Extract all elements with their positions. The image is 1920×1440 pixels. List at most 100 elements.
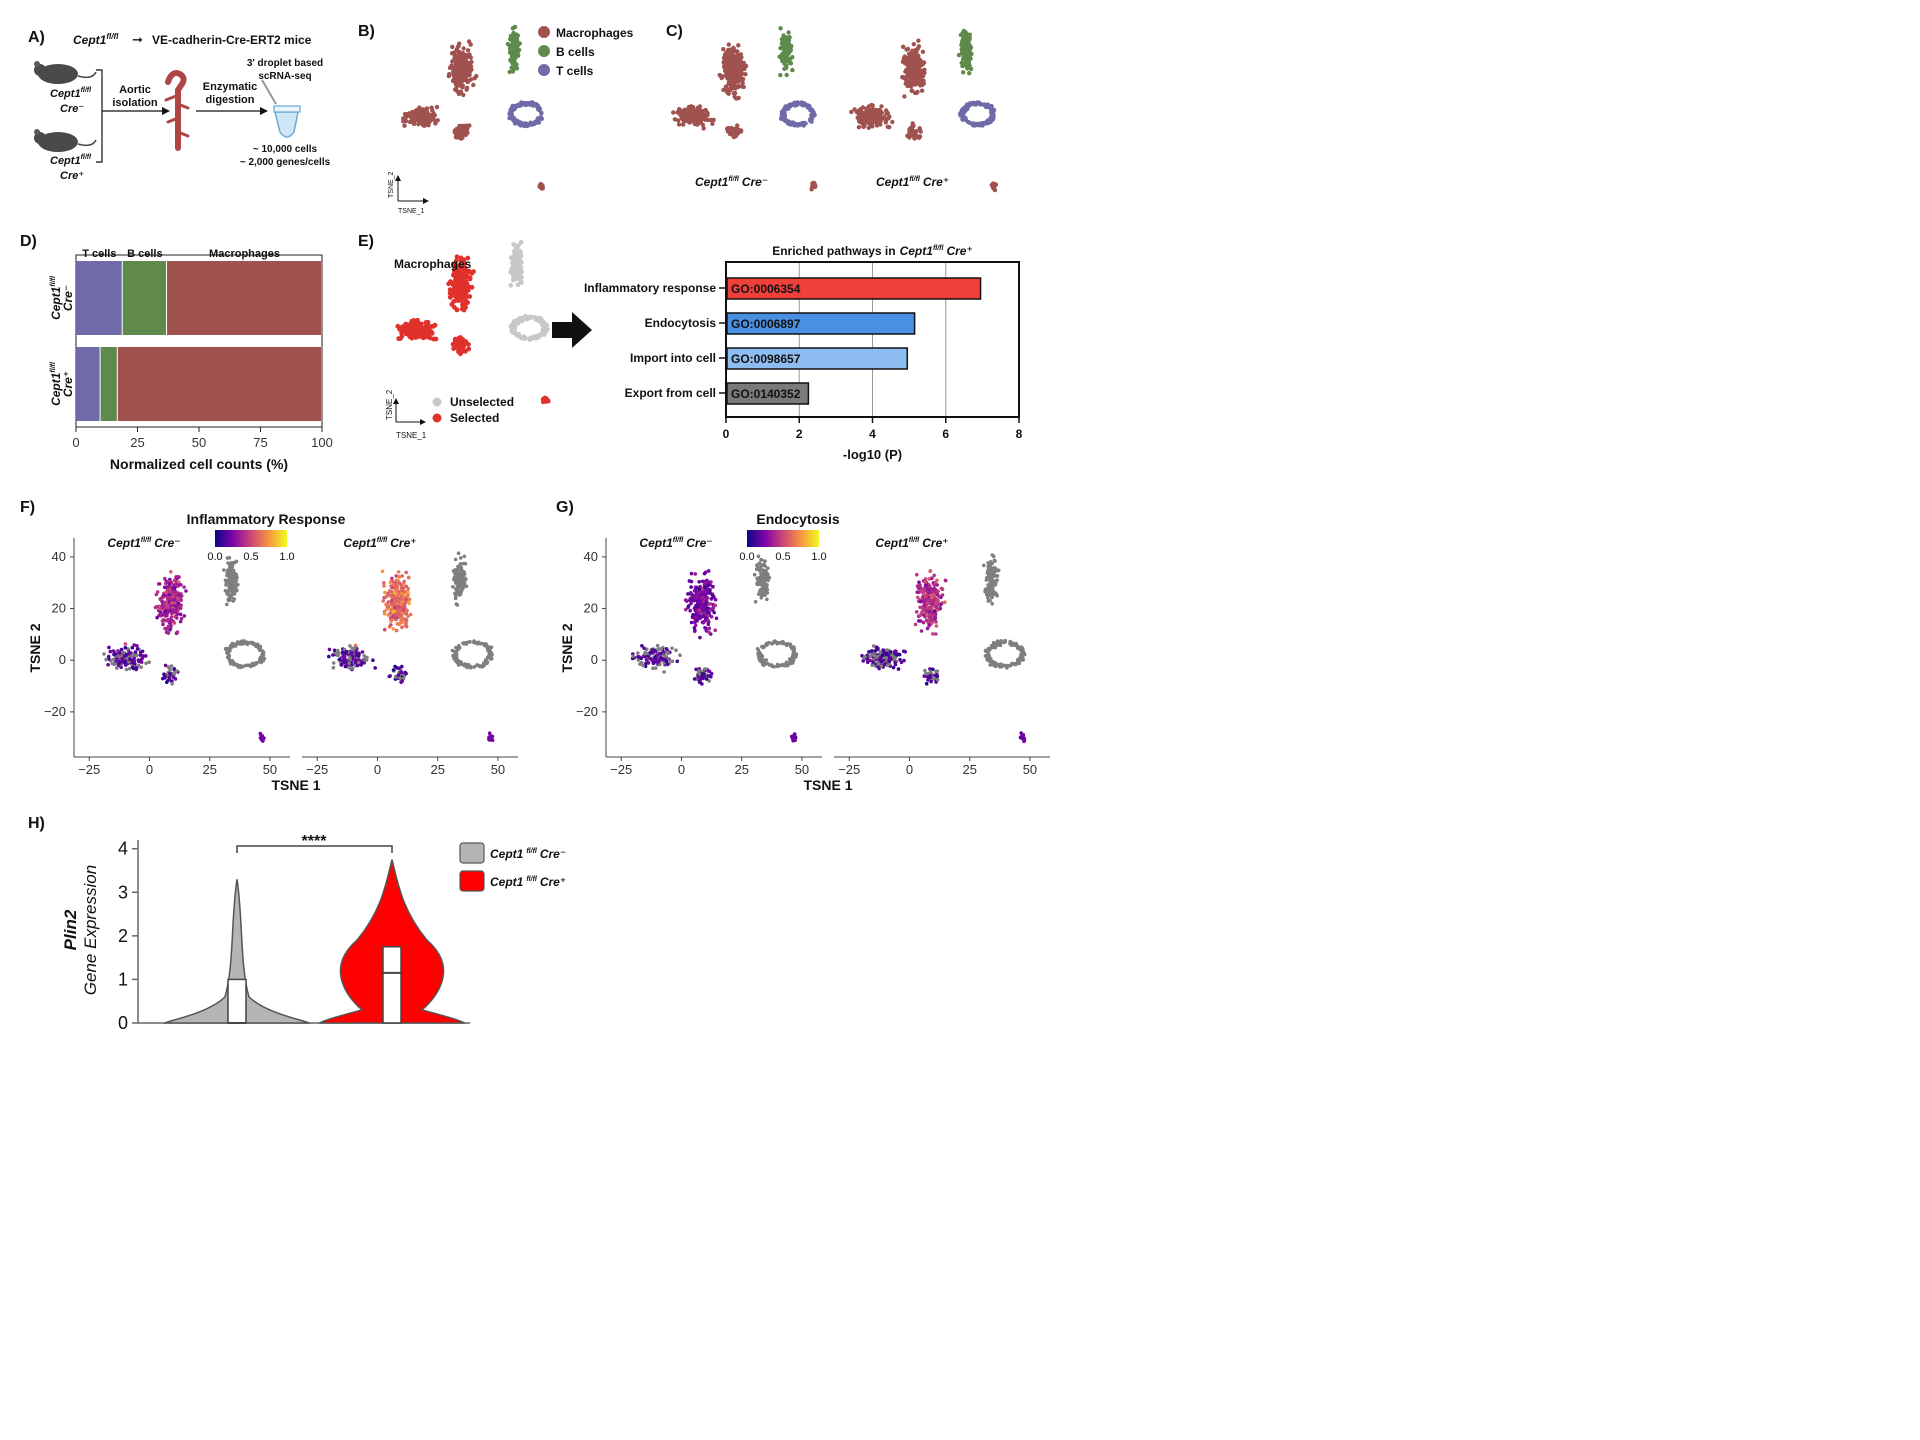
panel-label-b: B) [358,23,375,40]
cell-point [344,649,349,654]
cell-point [517,272,523,278]
cell-point [386,613,391,617]
cell-point [106,663,110,667]
cell-point [660,657,665,661]
cell-point [153,605,158,610]
cell-point [467,294,472,299]
cell-point [648,656,652,661]
cell-point [683,598,688,602]
x-tick-label: 25 [202,762,216,777]
cell-point [701,590,705,595]
cell-point [642,651,647,656]
cell-point [721,47,726,52]
cell-point [516,320,521,326]
cell-point [928,569,932,573]
title-gene: Cept1 [900,244,934,258]
cell-point [448,279,453,284]
cell-point [225,591,229,596]
cell-point [731,54,737,59]
cell-point [698,677,703,681]
cell-point [518,279,524,284]
cell-point [964,59,970,64]
label-cre: Cre⁻ [154,536,180,550]
cell-point [753,600,758,604]
row-sup: fl/fl [50,361,57,373]
panel-label-g: G) [556,499,574,516]
cell-point [396,673,401,677]
cell-point [162,673,167,678]
cell-point [639,660,644,665]
cell-point [400,601,404,605]
label-gene: Cept1 [343,536,377,550]
cell-point [529,122,534,127]
cell-point [117,651,122,655]
cell-point [890,119,895,125]
cell-point [965,106,970,112]
cell-point [965,53,970,59]
cell-point [703,626,707,630]
cell-point [711,584,715,589]
cell-point [693,589,698,593]
cell-point [458,565,462,570]
cell-point [111,657,116,662]
cell-point [469,67,474,72]
cell-point [736,83,742,89]
cell-point [756,554,761,559]
cell-point [395,606,400,611]
cell-point [706,613,710,618]
legend-dot [538,26,550,38]
cell-point [124,653,128,657]
cell-point [960,30,965,36]
cell-point [697,104,703,109]
cell-point [402,123,407,128]
legend-unselected: Unselected [450,395,514,409]
cell-point [874,119,879,125]
cell-point [713,628,717,632]
x-tick-label: 0 [723,427,730,441]
cell-point [904,74,909,80]
cell-point [232,597,236,601]
cell-point [856,125,862,130]
cell-point [331,661,336,665]
cell-point [733,63,738,68]
cell-point [735,67,741,72]
cell-point [347,665,351,670]
cell-point [698,602,702,606]
cell-point [701,600,706,604]
panel-e: E) Macrophages Unselected Selected TSNE_… [358,233,1023,462]
cell-point [670,659,675,663]
a-arrow-head-icon [260,107,268,115]
colorbar-tick: 0.5 [775,551,790,563]
cell-point [401,586,406,590]
cell-point [225,655,230,659]
cell-point [483,658,488,662]
cell-point [480,641,484,646]
cell-point [460,51,466,56]
cell-point [783,44,788,49]
cell-point [657,647,661,651]
cell-point [910,56,915,62]
cell-point [174,604,178,609]
cell-point [684,115,689,121]
cell-point [702,611,707,615]
cell-point [792,732,797,736]
cell-point [879,104,884,109]
x-tick-label: −25 [306,762,328,777]
cell-point [396,578,400,583]
cell-point [535,116,540,121]
cell-point [398,582,402,586]
go-id: GO:0098657 [731,352,801,366]
cell-point [913,81,919,87]
cell-point [458,292,464,298]
series-label: B cells [127,248,162,260]
cell-point [452,72,457,78]
cell-point [755,576,759,581]
cell-point [422,123,427,128]
series-label: Macrophages [209,248,280,260]
cell-point [781,663,786,667]
y-tick-label: 20 [52,601,66,616]
cell-point [466,346,472,352]
cell-point [722,65,727,70]
